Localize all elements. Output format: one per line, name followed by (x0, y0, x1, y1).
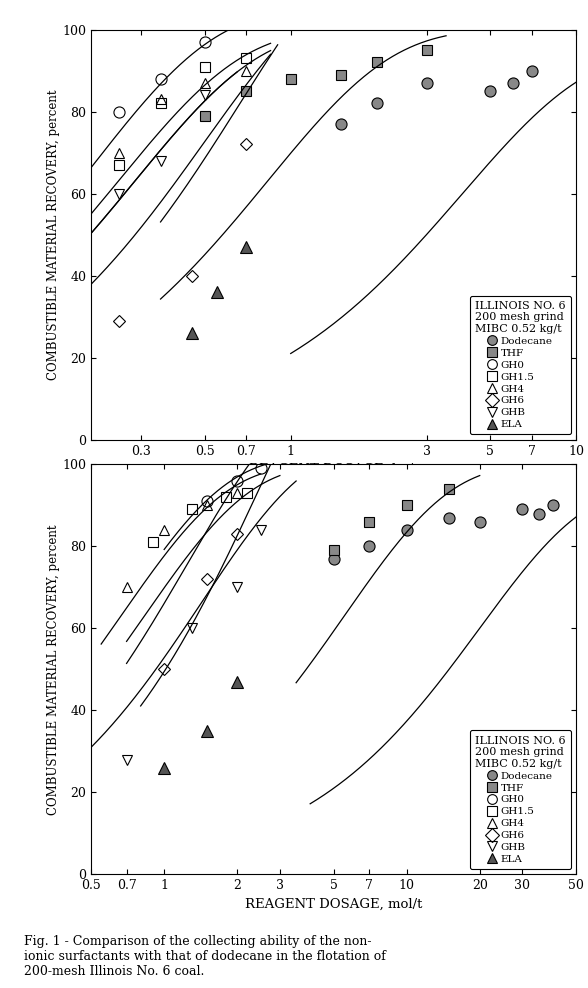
Y-axis label: COMBUSTIBLE MATERIAL RECOVERY, percent: COMBUSTIBLE MATERIAL RECOVERY, percent (46, 524, 59, 815)
X-axis label: REAGENT DOSAGE, kg/t: REAGENT DOSAGE, kg/t (249, 463, 419, 476)
Text: Fig. 1 - Comparison of the collecting ability of the non-
ionic surfactants with: Fig. 1 - Comparison of the collecting ab… (24, 935, 385, 978)
Legend: Dodecane, THF, GH0, GH1.5, GH4, GH6, GHB, ELA: Dodecane, THF, GH0, GH1.5, GH4, GH6, GHB… (470, 730, 571, 869)
Y-axis label: COMBUSTIBLE MATERIAL RECOVERY, percent: COMBUSTIBLE MATERIAL RECOVERY, percent (46, 89, 59, 380)
X-axis label: REAGENT DOSAGE, mol/t: REAGENT DOSAGE, mol/t (245, 898, 422, 911)
Legend: Dodecane, THF, GH0, GH1.5, GH4, GH6, GHB, ELA: Dodecane, THF, GH0, GH1.5, GH4, GH6, GHB… (470, 295, 571, 435)
